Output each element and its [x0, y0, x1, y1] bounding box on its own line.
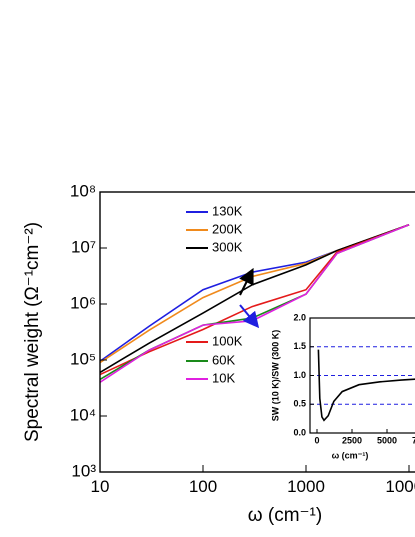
y-tick-label: 1.0	[293, 370, 306, 380]
y-tick-label: 10⁴	[70, 405, 96, 424]
legend-label: 10K	[212, 370, 235, 385]
x-tick-label: 10	[91, 477, 110, 496]
arrow-down	[239, 304, 260, 329]
x-tick-label: 100	[189, 477, 217, 496]
x-tick-label: 10000	[385, 477, 415, 496]
x-tick-label: 5000	[377, 435, 397, 445]
legend-label: 200K	[212, 221, 243, 236]
x-tick-label: 7500	[412, 435, 415, 445]
legend-label: 300K	[212, 239, 243, 254]
series-line	[99, 224, 410, 376]
y-tick-label: 10⁷	[71, 237, 96, 256]
series-line	[317, 349, 415, 422]
y-tick-label: 10³	[71, 461, 96, 480]
x-tick-label: 0	[314, 435, 319, 445]
plot-frame	[99, 191, 415, 473]
y-tick-label: 1.5	[293, 341, 306, 351]
y-tick-label: 0.0	[293, 427, 306, 437]
x-axis-title: ω (cm⁻¹)	[248, 505, 322, 526]
y-axis-title: Spectral weight (Ω⁻¹cm⁻²)	[22, 222, 43, 442]
y-tick-label: 10⁸	[70, 181, 96, 200]
x-axis-title: ω (cm⁻¹)	[332, 450, 369, 460]
legend-label: 100K	[212, 333, 243, 348]
y-tick-label: 10⁶	[70, 293, 96, 312]
y-tick-label: 2.0	[293, 312, 306, 322]
x-tick-label: 1000	[287, 477, 325, 496]
y-tick-label: 10⁵	[70, 349, 96, 368]
y-tick-label: 0.5	[293, 399, 306, 409]
y-axis-title: SW (10 K)/SW (300 K)	[270, 330, 280, 422]
arrow-up	[239, 267, 254, 296]
legend-label: 60K	[212, 352, 235, 367]
legend-label: 130K	[212, 203, 243, 218]
x-tick-label: 2500	[342, 435, 362, 445]
